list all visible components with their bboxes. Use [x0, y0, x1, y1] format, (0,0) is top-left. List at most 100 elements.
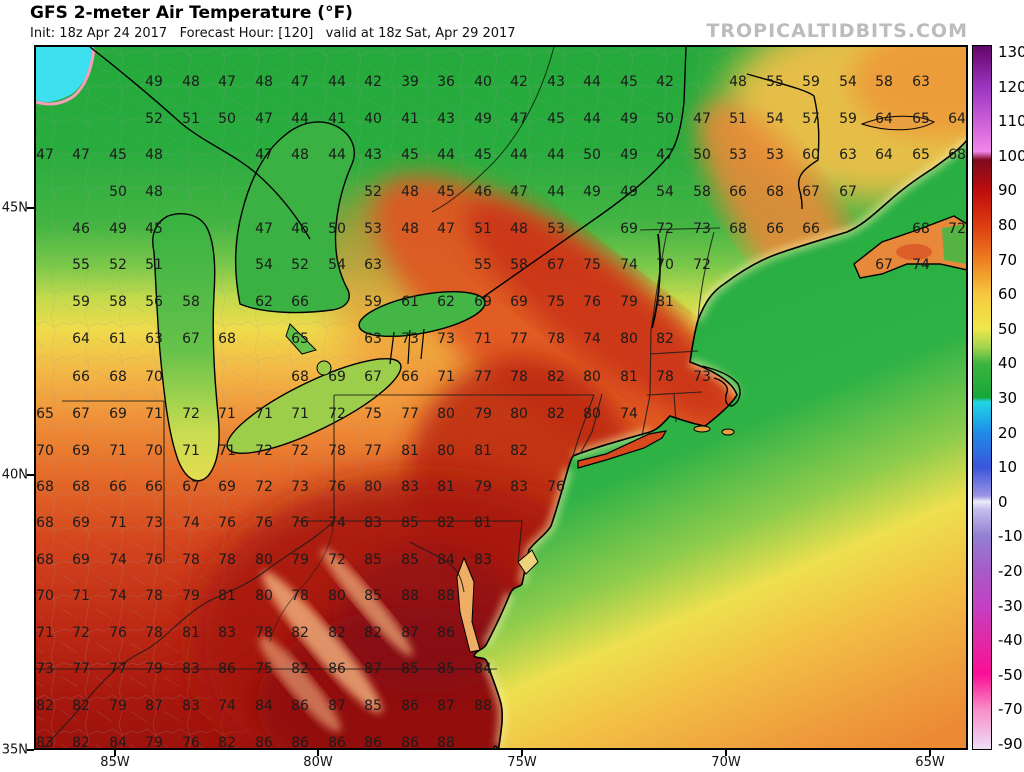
colorbar-tick-label: 0	[998, 492, 1008, 511]
station-temp: 77	[510, 331, 528, 347]
station-temp: 79	[474, 406, 492, 422]
station-temp: 59	[839, 111, 857, 127]
marthas-vineyard	[693, 425, 711, 433]
station-temp: 67	[364, 369, 382, 385]
station-temp: 42	[364, 74, 382, 90]
lake-ontario	[358, 291, 486, 337]
station-temp: 79	[182, 588, 200, 604]
station-temp: 83	[401, 479, 419, 495]
colorbar-tick-label: 20	[998, 423, 1018, 442]
station-temp: 42	[656, 74, 674, 90]
colorbar-tick-label: 70	[998, 250, 1018, 269]
station-temp: 52	[291, 257, 309, 273]
station-temp: 85	[401, 661, 419, 677]
lat-tick	[27, 474, 34, 476]
station-temp: 55	[766, 74, 784, 90]
station-temp: 67	[839, 184, 857, 200]
station-temp: 39	[401, 74, 419, 90]
station-temp: 54	[255, 257, 273, 273]
lon-label: 70W	[711, 755, 741, 770]
station-temp: 47	[72, 147, 90, 163]
station-temp: 49	[583, 184, 601, 200]
station-temp: 49	[474, 111, 492, 127]
station-temp: 75	[255, 661, 273, 677]
station-temp: 55	[474, 257, 492, 273]
station-temp: 82	[36, 698, 54, 714]
station-temp: 65	[36, 406, 54, 422]
station-temp: 48	[145, 147, 163, 163]
international-borders	[89, 47, 820, 299]
station-temp: 63	[364, 331, 382, 347]
lon-tick	[929, 750, 931, 756]
station-temp: 68	[72, 479, 90, 495]
station-temp: 76	[291, 515, 309, 531]
station-temp: 63	[912, 74, 930, 90]
station-temp: 50	[328, 221, 346, 237]
station-temp: 71	[109, 443, 127, 459]
station-temp: 57	[802, 111, 820, 127]
station-temp: 40	[474, 74, 492, 90]
station-temp: 70	[36, 443, 54, 459]
station-temp: 88	[401, 588, 419, 604]
station-temp: 82	[72, 698, 90, 714]
station-temp: 53	[364, 221, 382, 237]
station-temp: 74	[912, 257, 930, 273]
station-temp: 86	[218, 661, 236, 677]
station-temp: 71	[474, 331, 492, 347]
station-temp: 72	[948, 221, 966, 237]
station-temp: 83	[36, 735, 54, 750]
station-temp: 62	[437, 294, 455, 310]
station-temp: 84	[109, 735, 127, 750]
station-temp: 85	[364, 552, 382, 568]
station-temp: 45	[109, 147, 127, 163]
colorbar-tick-label: 50	[998, 319, 1018, 338]
colorbar-tick-label: -10	[998, 527, 1023, 546]
colorbar-tick-label: -70	[998, 700, 1023, 719]
station-temp: 73	[145, 515, 163, 531]
station-temp: 85	[364, 588, 382, 604]
chesapeake-bay	[456, 556, 481, 653]
station-temp: 50	[693, 147, 711, 163]
station-temp: 78	[328, 443, 346, 459]
station-temp: 83	[364, 515, 382, 531]
station-temp: 74	[328, 515, 346, 531]
station-temp: 47	[218, 74, 236, 90]
station-temp: 54	[656, 184, 674, 200]
station-temp: 71	[109, 515, 127, 531]
station-temp: 81	[182, 625, 200, 641]
station-temp: 65	[291, 331, 309, 347]
station-temp: 72	[72, 625, 90, 641]
station-values-layer: 49 48 47 48 47 44 42 39 36 40 42 43 44 45 42 48 55 59 54 58…	[36, 47, 966, 750]
station-temp: 53	[766, 147, 784, 163]
station-temp: 69	[510, 294, 528, 310]
station-temp: 84	[474, 661, 492, 677]
station-temp: 69	[72, 552, 90, 568]
station-temp: 41	[328, 111, 346, 127]
station-temp: 76	[583, 294, 601, 310]
lake-erie	[226, 358, 402, 454]
station-temp: 75	[364, 406, 382, 422]
station-temp: 81	[401, 443, 419, 459]
station-temp: 74	[620, 406, 638, 422]
station-temp: 82	[72, 735, 90, 750]
colorbar-tick-label: -20	[998, 562, 1023, 580]
station-temp: 79	[109, 698, 127, 714]
station-temp: 44	[547, 184, 565, 200]
station-temp: 71	[182, 443, 200, 459]
station-temp: 49	[620, 111, 638, 127]
colorbar-tick-label: 40	[998, 354, 1018, 373]
station-temp: 49	[109, 221, 127, 237]
station-temp: 73	[36, 661, 54, 677]
station-temp: 68	[36, 479, 54, 495]
station-temp: 58	[693, 184, 711, 200]
station-temp: 70	[145, 443, 163, 459]
station-temp: 48	[510, 221, 528, 237]
station-temp: 73	[291, 479, 309, 495]
station-temp: 48	[729, 74, 747, 90]
station-temp: 45	[547, 111, 565, 127]
station-temp: 48	[401, 184, 419, 200]
station-temp: 86	[328, 735, 346, 750]
station-temp: 66	[802, 221, 820, 237]
station-temp: 68	[291, 369, 309, 385]
station-temp: 68	[766, 184, 784, 200]
